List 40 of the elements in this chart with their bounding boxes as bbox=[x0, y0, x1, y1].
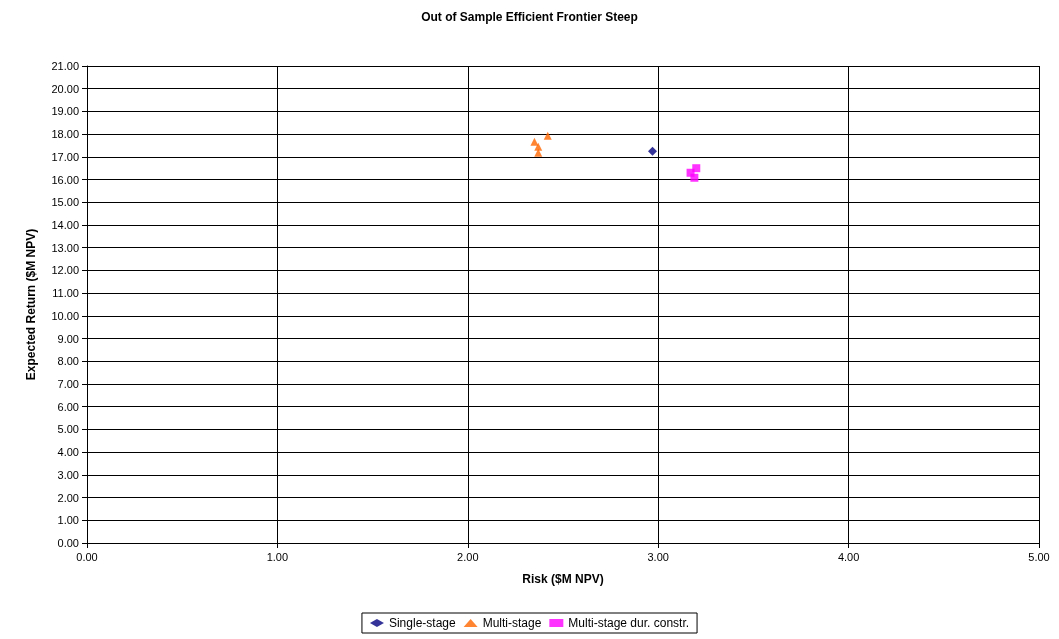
point bbox=[530, 137, 539, 146]
chart-title: Out of Sample Efficient Frontier Steep bbox=[421, 10, 638, 24]
x-axis-title: Risk ($M NPV) bbox=[522, 572, 604, 586]
y-tick-label: 1.00 bbox=[57, 514, 79, 527]
y-tick-label: 3.00 bbox=[57, 468, 79, 481]
x-tick-label: 3.00 bbox=[647, 550, 669, 563]
legend-label: Multi-stage dur. constr. bbox=[568, 616, 690, 630]
y-tick-label: 8.00 bbox=[57, 355, 79, 368]
x-tick-label: 2.00 bbox=[457, 550, 479, 563]
y-tick-label: 7.00 bbox=[57, 378, 79, 390]
y-tick-label: 11.00 bbox=[52, 287, 79, 300]
y-tick-label: 6.00 bbox=[57, 400, 79, 413]
y-tick-label: 12.00 bbox=[51, 264, 79, 277]
y-tick-label: 9.00 bbox=[57, 332, 79, 345]
point bbox=[647, 146, 657, 156]
y-tick-label: 10.00 bbox=[51, 309, 79, 322]
y-tick-label: 19.00 bbox=[51, 105, 79, 118]
y-tick-label: 13.00 bbox=[51, 241, 79, 254]
x-tick-label: 0.00 bbox=[76, 550, 98, 563]
x-tick-label: 1.00 bbox=[266, 550, 289, 563]
y-tick-label: 2.00 bbox=[57, 491, 79, 504]
y-tick-label: 15.00 bbox=[51, 196, 79, 209]
y-tick-label: 4.00 bbox=[57, 446, 79, 459]
y-tick-label: 0.00 bbox=[57, 537, 79, 549]
point bbox=[534, 148, 543, 157]
y-tick-label: 21.00 bbox=[51, 60, 79, 72]
x-tick-label: 5.00 bbox=[1028, 550, 1050, 563]
legend-label: Single-stage bbox=[388, 616, 456, 630]
y-tick-label: 20.00 bbox=[51, 82, 79, 95]
y-tick-label: 16.00 bbox=[51, 173, 79, 186]
y-tick-label: 5.00 bbox=[57, 423, 79, 436]
point bbox=[690, 173, 699, 182]
x-tick-label: 4.00 bbox=[837, 550, 860, 563]
y-tick-label: 14.00 bbox=[51, 219, 79, 231]
point bbox=[543, 131, 552, 140]
y-tick-label: 17.00 bbox=[51, 150, 79, 163]
legend-label: Multi-stage bbox=[482, 616, 542, 630]
y-tick-label: 18.00 bbox=[51, 128, 79, 141]
point bbox=[534, 142, 543, 151]
y-axis-title: Expected Return ($M NPV) bbox=[24, 228, 38, 381]
